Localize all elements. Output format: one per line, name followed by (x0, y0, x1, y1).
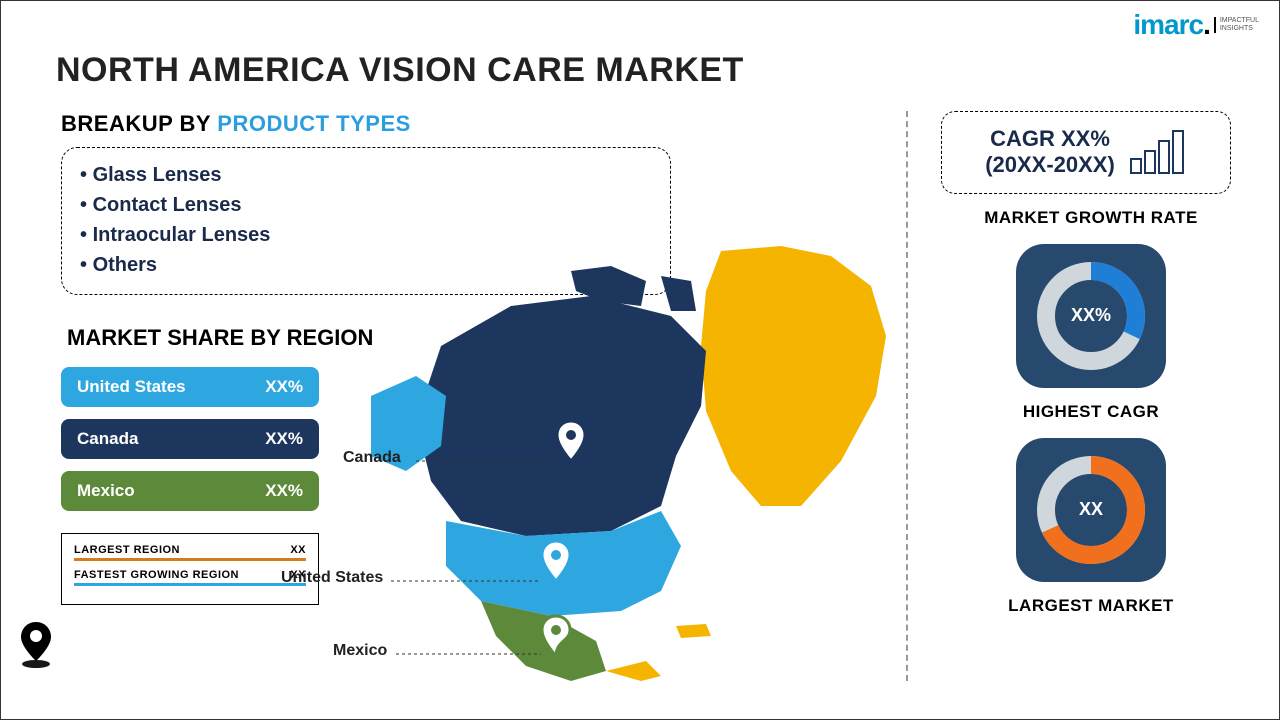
cagr-text: CAGR XX%(20XX-20XX) (985, 126, 1115, 179)
product-type-item: Glass Lenses (80, 160, 652, 190)
vertical-divider (906, 111, 908, 681)
brand-logo: imarc. IMPACTFULINSIGHTS (1133, 9, 1259, 41)
logo-tagline: IMPACTFULINSIGHTS (1214, 17, 1259, 32)
share-row-name: Canada (77, 429, 138, 449)
largest-region-line: LARGEST REGIONXX (74, 544, 306, 556)
map-label-mexico: Mexico (333, 642, 387, 660)
share-row-name: United States (77, 377, 186, 397)
largest-market-label: LARGEST MARKET (941, 596, 1241, 616)
map-pin-icon (15, 619, 57, 669)
map-label-usa: United States (281, 569, 383, 587)
fastest-region-bar (74, 583, 306, 586)
page-title: NORTH AMERICA VISION CARE MARKET (56, 51, 744, 90)
cagr-box: CAGR XX%(20XX-20XX) (941, 111, 1231, 194)
largest-market-value: XX (1079, 499, 1103, 520)
share-row-value: XX% (265, 481, 303, 501)
largest-market-card: XX (1016, 438, 1166, 582)
market-growth-label: MARKET GROWTH RATE (941, 208, 1241, 228)
share-row-united-states: United States XX% (61, 367, 319, 407)
share-row-canada: Canada XX% (61, 419, 319, 459)
product-type-item: Contact Lenses (80, 190, 652, 220)
fastest-region-line: FASTEST GROWING REGIONXX (74, 569, 306, 581)
share-row-value: XX% (265, 429, 303, 449)
highest-cagr-label: HIGHEST CAGR (941, 402, 1241, 422)
logo-text: imarc. (1133, 9, 1210, 41)
map-label-canada: Canada (343, 449, 401, 467)
bar-growth-icon (1127, 127, 1187, 177)
highest-cagr-value: XX% (1071, 305, 1111, 326)
highest-cagr-card: XX% (1016, 244, 1166, 388)
largest-region-bar (74, 558, 306, 561)
breakup-heading: BREAKUP BY PRODUCT TYPES (61, 111, 861, 137)
share-row-mexico: Mexico XX% (61, 471, 319, 511)
share-row-value: XX% (265, 377, 303, 397)
north-america-map: Canada United States Mexico (361, 246, 891, 686)
share-row-name: Mexico (77, 481, 135, 501)
